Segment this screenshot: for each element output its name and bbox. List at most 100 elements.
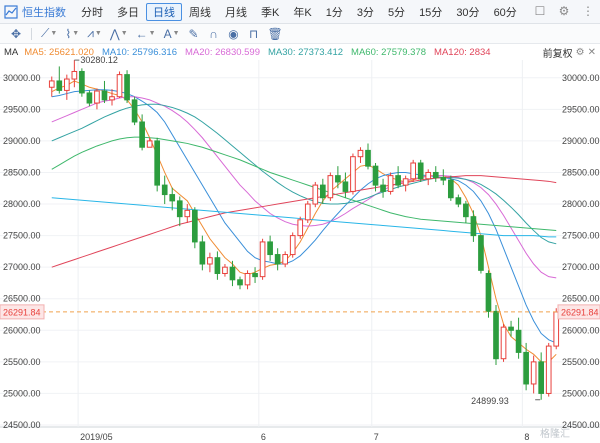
candle [530, 355, 537, 394]
magnet-icon[interactable]: ∩ [209, 26, 218, 41]
tab-6[interactable]: 年K [293, 6, 312, 19]
candle [282, 251, 289, 268]
settings-icon[interactable]: ⚙ [575, 46, 585, 58]
tab-4[interactable]: 月线 [225, 6, 247, 19]
ma10-value: MA10: 25796.316 [101, 46, 177, 58]
candle-body [335, 175, 341, 183]
y-tick-left: 25500.00 [3, 357, 41, 367]
path-tool-icon[interactable]: ⌇ ▼ [65, 26, 80, 41]
y-tick-right: 29500.00 [562, 104, 600, 114]
plot-background [0, 60, 600, 443]
candle-body [357, 149, 364, 158]
tab-1[interactable]: 多日 [117, 6, 139, 19]
symbol-name[interactable]: 恒生指数 [22, 6, 66, 19]
candle-body [169, 194, 176, 202]
candle [327, 172, 334, 201]
candle [410, 159, 417, 182]
candle-body [229, 266, 236, 281]
candle-body [267, 241, 273, 256]
ma-line-ma120 [51, 175, 557, 268]
candle-body [447, 179, 454, 199]
brush-tool-icon[interactable]: ✎ [188, 26, 199, 41]
ma-label[interactable]: MA [4, 46, 19, 58]
candle [500, 323, 507, 362]
candle-body [199, 241, 206, 265]
close-icon[interactable]: ✕ [587, 46, 596, 58]
candle [274, 248, 281, 271]
ma120-value: MA120: 2834 [434, 46, 491, 58]
candle [207, 252, 213, 273]
candle-body [214, 257, 221, 274]
candle [304, 200, 311, 223]
candle-body [440, 177, 447, 181]
tab-10[interactable]: 15分 [419, 6, 443, 19]
candle [101, 80, 108, 104]
y-tick-right: 29000.00 [562, 136, 600, 146]
tab-3[interactable]: 周线 [189, 6, 211, 19]
tab-0[interactable]: 分时 [81, 6, 103, 19]
tab-5[interactable]: 季K [261, 6, 280, 19]
y-tick-right: 28500.00 [562, 167, 600, 177]
checkbox-icon[interactable]: ☐ [534, 4, 546, 18]
candle-body [545, 345, 552, 394]
candle-body [342, 181, 349, 192]
current-price-tag-left: 26291.84 [3, 307, 41, 317]
candle-body [417, 162, 424, 180]
candle-body [116, 74, 123, 98]
pattern-tool-icon[interactable]: ⋀ ▼ [109, 26, 128, 41]
candle [335, 166, 341, 189]
period-toolbar: 恒生指数 分时 多日 日线 周线 月线 季K 年K 1分 3分 5分 15分 30分 60分 ☐ ⚙ ⋮ [0, 0, 600, 24]
candle [124, 70, 130, 104]
y-tick-right: 25500.00 [562, 357, 600, 367]
candle [350, 153, 356, 195]
y-tick-left: 29500.00 [3, 104, 41, 114]
ma-legend: MA MA5: 25621.020 MA10: 25796.316 MA20: … [0, 44, 600, 60]
tab-9[interactable]: 5分 [387, 6, 406, 19]
tab-2[interactable]: 日线 [146, 2, 182, 21]
candle-body [176, 200, 183, 218]
channel-tool-icon[interactable]: ⩘ ▼ [87, 26, 102, 40]
candle-body [478, 235, 484, 271]
candle [237, 276, 243, 290]
candle-body [63, 78, 70, 91]
delete-icon[interactable]: 🗑 [267, 26, 283, 41]
candle [387, 172, 394, 195]
line-tool-icon[interactable]: ⟋ ▼ [41, 26, 58, 40]
candle-body [124, 74, 130, 101]
candle-body [380, 184, 386, 192]
y-tick-left: 26000.00 [3, 325, 41, 335]
window-controls: ☐ ⚙ ⋮ [532, 3, 596, 19]
tab-7[interactable]: 1分 [325, 6, 343, 19]
candle [508, 320, 514, 337]
chart-grid [0, 60, 600, 443]
candle [417, 159, 424, 182]
text-tool-icon[interactable]: A ▼ [163, 26, 180, 41]
ma30-value: MA30: 27373.412 [268, 46, 344, 58]
candle-body [515, 329, 522, 353]
candle-body [327, 175, 334, 199]
eye-icon[interactable]: ◉ [228, 26, 239, 41]
price-adjust-dropdown[interactable]: 前复权 ⚙ ✕ [538, 44, 600, 60]
candle [48, 76, 55, 97]
tab-12[interactable]: 60分 [493, 6, 517, 19]
lock-icon[interactable]: ⊓ [248, 26, 259, 41]
ma60-value: MA60: 27579.378 [351, 46, 427, 58]
more-icon[interactable]: ⋮ [582, 4, 594, 18]
tab-8[interactable]: 3分 [356, 6, 374, 19]
tab-11[interactable]: 30分 [456, 6, 480, 19]
ma5-value: MA5: 25621.020 [24, 46, 94, 58]
chart-toggle-icon[interactable] [0, 0, 22, 24]
candle-body [101, 90, 108, 101]
y-tick-right: 28000.00 [562, 199, 600, 209]
arrow-tool-icon[interactable]: ← ▼ [135, 26, 156, 41]
y-tick-left: 28500.00 [3, 167, 41, 177]
settings-icon[interactable]: ⚙ [558, 4, 570, 18]
candle-body [131, 99, 138, 123]
candle [485, 270, 492, 318]
candle-body [319, 184, 326, 199]
candle [372, 163, 379, 192]
candle-body [109, 96, 115, 101]
crosshair-icon[interactable]: ✥ [10, 26, 22, 41]
candle [455, 194, 462, 208]
